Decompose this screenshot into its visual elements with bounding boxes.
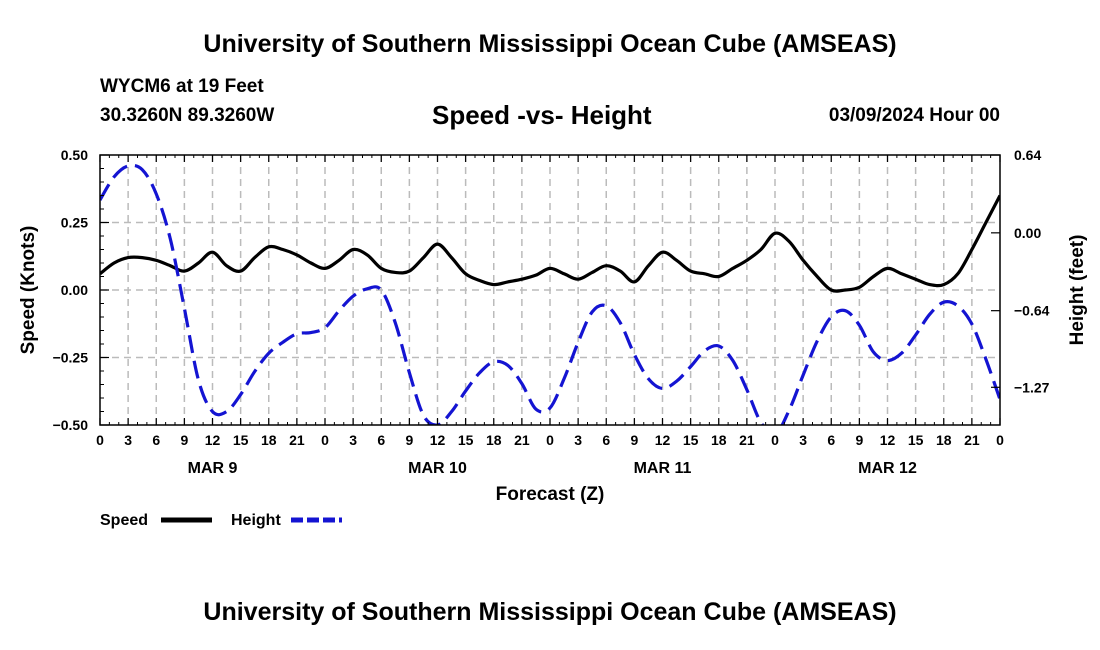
series-layer [100,163,1000,425]
x-tick-label: 6 [602,432,610,448]
x-tick-label: 3 [124,432,132,448]
page-title: University of Southern Mississippi Ocean… [203,30,897,58]
legend-speed-label: Speed [100,512,148,529]
x-tick-label: 3 [574,432,582,448]
x-tick-label: 21 [514,432,530,448]
x-tick-label: 15 [683,432,699,448]
x-tick-label: 15 [233,432,249,448]
x-tick-label: 18 [936,432,952,448]
x-tick-label: 18 [486,432,502,448]
y-axis-right-title: Height (feet) [1067,235,1088,346]
x-tick-label: 6 [152,432,160,448]
x-tick-label: 18 [711,432,727,448]
x-tick-label: 9 [855,432,863,448]
legend: Speed Height [100,512,342,529]
y-right-tick-label: 0.00 [1014,225,1041,241]
y-right-tick-label: 0.64 [1014,147,1041,163]
x-tick-label: 0 [771,432,779,448]
series-speed-line [100,194,1000,293]
x-tick-label: 12 [655,432,671,448]
chart-subtitle: Speed -vs- Height [432,100,652,130]
axis-ticks [99,154,1001,426]
x-axis-title: Forecast (Z) [496,484,605,505]
grid-lines [100,155,1000,425]
x-tick-label: 21 [289,432,305,448]
y-right-tick-label: −0.64 [1014,303,1050,319]
legend-height-label: Height [231,512,281,529]
date-label: 03/09/2024 Hour 00 [828,105,1000,126]
x-tick-label: 21 [964,432,980,448]
y-left-tick-label: 0.00 [61,282,88,298]
x-tick-label: 12 [430,432,446,448]
x-tick-label: 0 [321,432,329,448]
day-label: MAR 10 [408,460,467,477]
station-label: WYCM6 at 19 Feet [100,76,264,97]
x-tick-label: 3 [799,432,807,448]
x-tick-label: 15 [908,432,924,448]
y-right-tick-label: −1.27 [1014,379,1050,395]
y-left-tick-label: −0.25 [53,350,89,366]
axis-labels: 0 3 6 9 12 15 18 21 0 3 6 9 12 15 18 21 0 3 6 9 12 15 18 21 0 3 6 9… [53,147,1050,477]
x-tick-label: 6 [827,432,835,448]
x-tick-label: 0 [96,432,104,448]
x-tick-label: 9 [405,432,413,448]
series-height-line [100,163,1000,425]
x-tick-label: 9 [180,432,188,448]
y-left-tick-label: 0.25 [61,215,88,231]
x-tick-label: 3 [349,432,357,448]
y-left-tick-label: −0.50 [53,417,89,433]
y-left-tick-label: 0.50 [61,147,88,163]
day-label: MAR 9 [188,460,238,477]
footer-title: University of Southern Mississippi Ocean… [203,598,897,626]
day-label: MAR 12 [858,460,917,477]
x-tick-label: 12 [205,432,221,448]
x-tick-label: 12 [880,432,896,448]
x-tick-label: 9 [630,432,638,448]
coordinates-label: 30.3260N 89.3260W [100,105,275,126]
x-tick-label: 18 [261,432,277,448]
y-axis-left-title: Speed (Knots) [18,226,39,355]
x-tick-label: 0 [546,432,554,448]
x-tick-label: 21 [739,432,755,448]
x-tick-label: 6 [377,432,385,448]
x-tick-label: 0 [996,432,1004,448]
day-label: MAR 11 [634,460,692,477]
x-tick-label: 15 [458,432,474,448]
